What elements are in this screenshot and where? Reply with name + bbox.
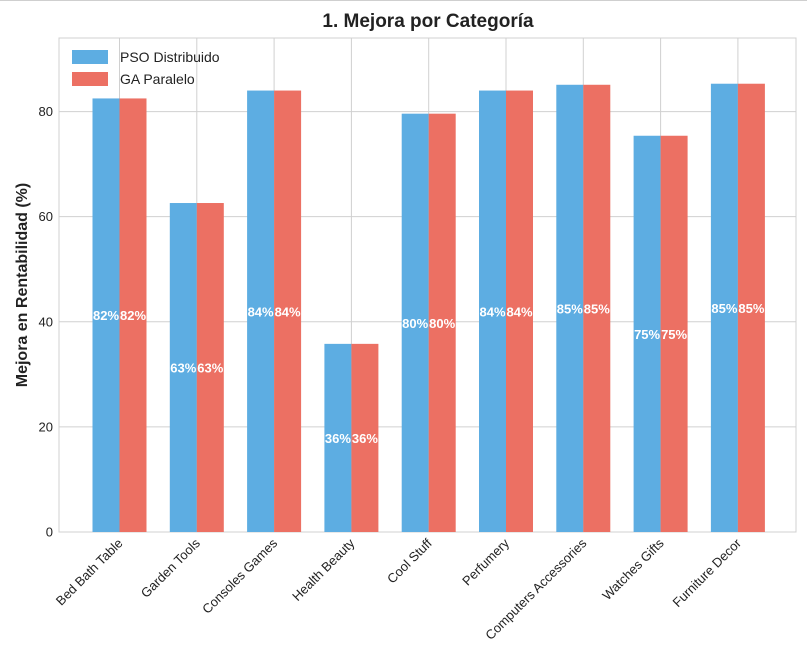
bars-layer <box>92 83 765 533</box>
bar-pso <box>169 203 197 532</box>
bar-value-label: 84% <box>506 304 532 319</box>
y-tick-label: 80 <box>39 104 53 119</box>
bar-pso <box>710 83 738 532</box>
bar-ga <box>351 343 379 532</box>
bar-value-label: 85% <box>738 301 764 316</box>
bar-pso <box>633 135 661 532</box>
top-border <box>0 0 807 1</box>
bar-value-label: 82% <box>93 308 119 323</box>
x-tick-label: Garden Tools <box>138 535 203 600</box>
bar-pso <box>401 113 429 532</box>
bar-pso <box>479 90 506 532</box>
bar-value-label: 63% <box>170 361 196 376</box>
bar-value-label: 36% <box>325 431 351 446</box>
bar-pso <box>556 84 584 532</box>
legend: PSO Distribuido GA Paralelo <box>72 49 220 87</box>
y-axis-ticks: 0 20 40 60 80 <box>39 104 53 539</box>
x-tick-label: Consoles Games <box>199 535 280 616</box>
bar-pso <box>92 98 120 533</box>
bar-value-label: 85% <box>711 301 737 316</box>
bar-ga <box>660 135 688 532</box>
bar-value-label: 84% <box>248 304 274 319</box>
bar-value-label: 80% <box>429 316 455 331</box>
bar-value-label: 85% <box>557 301 583 316</box>
legend-swatch <box>72 50 108 64</box>
bar-ga <box>428 113 456 532</box>
legend-label: PSO Distribuido <box>120 49 220 65</box>
bar-value-label: 82% <box>120 308 146 323</box>
x-tick-label: Perfumery <box>459 535 512 588</box>
legend-swatch <box>72 72 108 86</box>
bar-pso <box>247 90 275 532</box>
bar-value-label: 80% <box>402 316 428 331</box>
bar-labels-layer: 82% 63% 84% 36% 80% 84% 85% 75% 85% 82% 63% 84% 36% 8… <box>93 301 765 446</box>
bar-value-label: 84% <box>275 304 301 319</box>
bar-value-label: 36% <box>352 431 378 446</box>
bar-pso <box>324 343 352 532</box>
bar-ga <box>583 84 611 532</box>
y-tick-label: 60 <box>39 209 53 224</box>
x-tick-label: Watches Gifts <box>599 535 667 603</box>
x-tick-label: Health Beauty <box>289 535 358 604</box>
x-tick-label: Bed Bath Table <box>53 536 126 609</box>
bar-value-label: 75% <box>661 327 687 342</box>
x-tick-label: Furniture Decor <box>670 535 745 610</box>
chart-title: 1. Mejora por Categoría <box>322 11 534 32</box>
legend-label: GA Paralelo <box>120 71 195 87</box>
bar-ga <box>506 90 533 532</box>
y-tick-label: 40 <box>39 314 53 329</box>
x-tick-label: Cool Stuff <box>384 535 435 586</box>
bar-ga <box>737 83 765 532</box>
bar-value-label: 75% <box>634 327 660 342</box>
bar-ga <box>196 203 224 532</box>
bar-value-label: 63% <box>197 361 223 376</box>
bar-value-label: 85% <box>584 301 610 316</box>
bar-ga <box>274 90 302 532</box>
y-tick-label: 20 <box>39 419 53 434</box>
bar-ga <box>119 98 147 533</box>
y-tick-label: 0 <box>46 525 53 540</box>
bar-value-label: 84% <box>479 304 505 319</box>
y-axis-label: Mejora en Rentabilidad (%) <box>14 183 31 387</box>
